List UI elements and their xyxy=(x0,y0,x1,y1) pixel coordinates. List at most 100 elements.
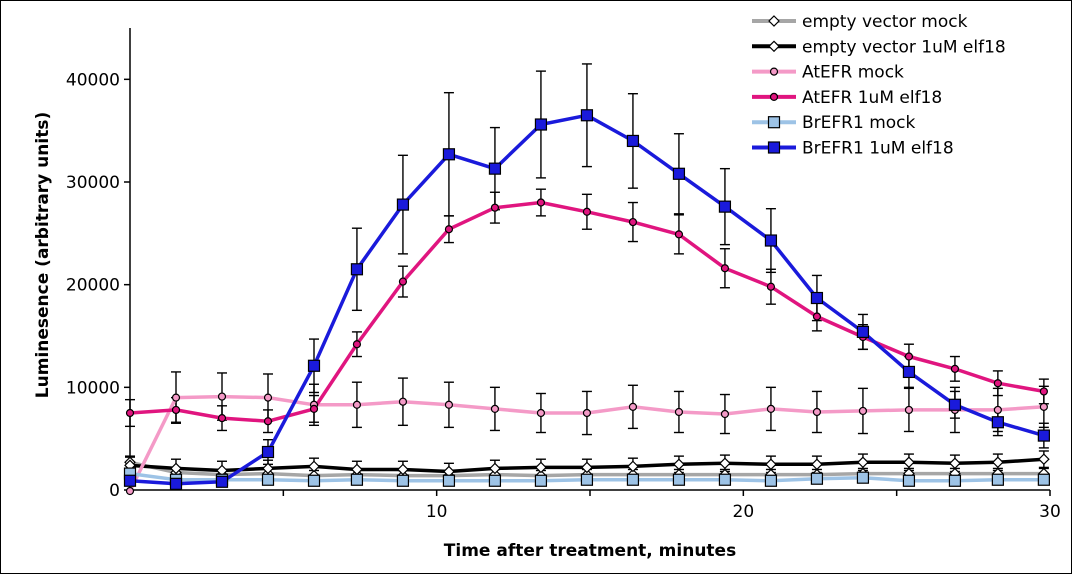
y-tick-label: 40000 xyxy=(66,70,120,90)
data-point-brefr1-1um-elf18 xyxy=(350,263,364,276)
data-point-brefr1-1um-elf18 xyxy=(488,162,502,175)
data-point-empty-vector-1um-elf18 xyxy=(903,456,915,469)
data-point-atefr-1um-elf18 xyxy=(993,379,1002,388)
data-point-atefr-mock xyxy=(628,402,638,411)
data-point-empty-vector-1um-elf18 xyxy=(811,458,823,471)
data-point-empty-vector-1um-elf18 xyxy=(489,462,501,475)
data-point-brefr1-1um-elf18 xyxy=(948,398,962,411)
legend: empty vector mock empty vector 1uM elf18 A… xyxy=(752,12,1006,159)
data-point-atefr-mock xyxy=(1039,402,1048,411)
data-point-atefr-1um-elf18 xyxy=(536,198,546,207)
data-point-atefr-1um-elf18 xyxy=(444,225,454,234)
legend-marker-brefr1-1um-elf18 xyxy=(767,141,781,154)
data-point-atefr-mock xyxy=(674,407,684,417)
data-point-brefr1-1um-elf18 xyxy=(1037,429,1050,442)
y-axis-title: Luminesence (arbitrary units) xyxy=(33,112,53,398)
data-point-empty-vector-1um-elf18 xyxy=(397,463,409,476)
data-point-atefr-mock xyxy=(263,393,273,402)
data-point-atefr-1um-elf18 xyxy=(171,405,181,415)
data-point-atefr-1um-elf18 xyxy=(490,203,500,212)
data-point-brefr1-mock xyxy=(764,474,778,487)
data-point-brefr1-mock xyxy=(1037,473,1050,486)
data-point-empty-vector-1um-elf18 xyxy=(992,456,1004,469)
data-point-brefr1-mock xyxy=(396,474,410,487)
data-point-empty-vector-1um-elf18 xyxy=(262,462,274,475)
data-point-brefr1-1um-elf18 xyxy=(534,118,548,131)
data-point-atefr-1um-elf18 xyxy=(398,277,408,286)
data-point-atefr-1um-elf18 xyxy=(674,230,684,239)
legend-label-empty-vector-mock: empty vector mock xyxy=(802,12,968,32)
data-point-brefr1-1um-elf18 xyxy=(764,234,778,247)
data-point-brefr1-1um-elf18 xyxy=(718,200,732,213)
data-point-brefr1-mock xyxy=(307,474,321,487)
data-point-brefr1-1um-elf18 xyxy=(856,325,870,338)
data-point-brefr1-1um-elf18 xyxy=(261,445,275,459)
y-tick-label: 20000 xyxy=(66,276,120,296)
data-point-empty-vector-1um-elf18 xyxy=(581,461,593,474)
legend-label-atefr-1um-elf18: AtEFR 1uM elf18 xyxy=(802,88,942,108)
data-point-brefr1-1um-elf18 xyxy=(123,474,137,487)
data-point-brefr1-1um-elf18 xyxy=(810,291,824,305)
data-point-brefr1-mock xyxy=(261,473,275,486)
x-axis-title: Time after treatment, minutes xyxy=(444,541,736,561)
legend-label-brefr1-1um-elf18: BrEFR1 1uM elf18 xyxy=(802,139,954,159)
data-point-atefr-mock xyxy=(904,405,914,415)
data-point-atefr-1um-elf18 xyxy=(352,340,362,349)
y-tick-label: 30000 xyxy=(66,173,120,193)
data-point-atefr-mock xyxy=(352,400,362,409)
data-point-atefr-mock xyxy=(444,400,454,409)
legend-marker-brefr1-mock xyxy=(767,116,781,129)
data-point-empty-vector-1um-elf18 xyxy=(765,458,777,471)
data-point-atefr-mock xyxy=(993,405,1002,415)
data-point-atefr-1um-elf18 xyxy=(812,312,822,321)
x-tick-label: 10 xyxy=(426,502,448,522)
data-point-brefr1-1um-elf18 xyxy=(626,134,640,148)
data-point-brefr1-mock xyxy=(948,474,962,487)
data-point-brefr1-1um-elf18 xyxy=(442,148,456,161)
data-point-empty-vector-1um-elf18 xyxy=(949,457,961,470)
data-point-brefr1-mock xyxy=(580,473,594,486)
data-point-atefr-1um-elf18 xyxy=(766,282,776,291)
data-point-atefr-mock xyxy=(536,408,546,418)
y-tick-label: 10000 xyxy=(66,378,120,398)
data-point-atefr-1um-elf18 xyxy=(720,264,730,273)
data-point-atefr-1um-elf18 xyxy=(309,404,319,413)
data-point-atefr-1um-elf18 xyxy=(628,217,638,227)
data-point-brefr1-1um-elf18 xyxy=(672,167,686,180)
legend-marker-atefr-1um-elf18 xyxy=(769,92,779,102)
data-point-atefr-mock xyxy=(582,408,592,418)
data-point-empty-vector-1um-elf18 xyxy=(1038,453,1050,466)
legend-marker-empty-vector-mock xyxy=(768,15,780,27)
data-point-atefr-mock xyxy=(812,407,822,417)
data-point-brefr1-1um-elf18 xyxy=(396,198,410,211)
data-point-brefr1-mock xyxy=(991,473,1004,486)
data-point-brefr1-mock xyxy=(350,473,364,486)
data-point-atefr-mock xyxy=(171,393,181,402)
data-point-atefr-1um-elf18 xyxy=(1039,387,1048,396)
legend-label-atefr-mock: AtEFR mock xyxy=(802,63,904,83)
data-point-atefr-1um-elf18 xyxy=(950,364,960,373)
data-point-atefr-1um-elf18 xyxy=(582,207,592,216)
y-tick-label: 0 xyxy=(109,481,120,501)
data-point-atefr-mock xyxy=(858,406,868,416)
data-point-brefr1-1um-elf18 xyxy=(215,475,229,488)
data-point-empty-vector-1um-elf18 xyxy=(673,458,685,471)
x-tick-label: 20 xyxy=(733,502,755,522)
data-point-atefr-1um-elf18 xyxy=(263,417,273,426)
data-point-empty-vector-1um-elf18 xyxy=(719,457,731,470)
data-point-brefr1-mock xyxy=(488,474,502,487)
data-point-brefr1-mock xyxy=(902,474,916,487)
data-point-atefr-mock xyxy=(720,409,730,419)
data-point-empty-vector-1um-elf18 xyxy=(627,460,639,473)
data-point-empty-vector-1um-elf18 xyxy=(170,462,182,475)
data-point-atefr-mock xyxy=(125,486,135,496)
series-markers xyxy=(123,109,1050,496)
data-point-atefr-1um-elf18 xyxy=(904,352,914,361)
data-point-brefr1-mock xyxy=(718,473,732,486)
data-point-empty-vector-1um-elf18 xyxy=(857,456,869,469)
data-point-atefr-mock xyxy=(766,404,776,413)
data-point-brefr1-mock xyxy=(672,473,686,486)
data-point-atefr-mock xyxy=(490,404,500,413)
data-point-brefr1-1um-elf18 xyxy=(307,359,321,372)
